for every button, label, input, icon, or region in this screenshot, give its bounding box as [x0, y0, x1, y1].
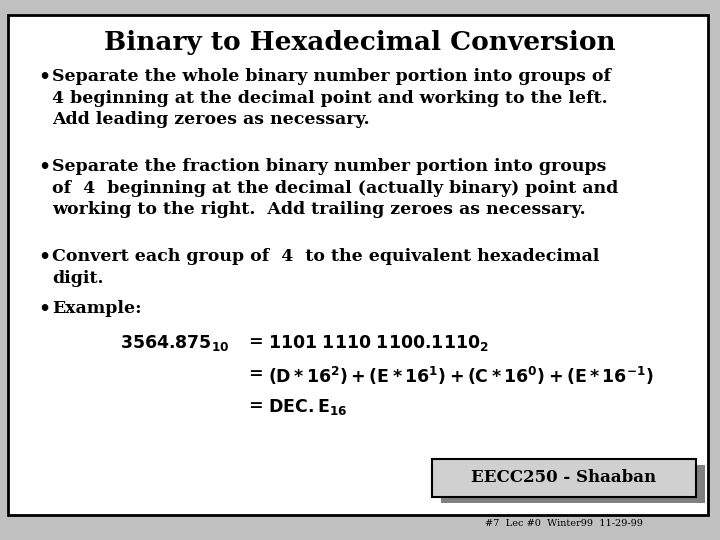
Text: •: • — [38, 158, 50, 176]
Text: EECC250 - Shaaban: EECC250 - Shaaban — [472, 469, 657, 487]
Text: $\mathbf{3564.875_{10}}$: $\mathbf{3564.875_{10}}$ — [120, 333, 230, 353]
Text: Separate the fraction binary number portion into groups
of  4  beginning at the : Separate the fraction binary number port… — [52, 158, 618, 218]
Text: =: = — [248, 397, 263, 414]
Text: #7  Lec #0  Winter99  11-29-99: #7 Lec #0 Winter99 11-29-99 — [485, 519, 643, 529]
Text: =: = — [248, 333, 263, 350]
Bar — [432, 459, 696, 497]
Bar — [441, 465, 705, 503]
Text: Binary to Hexadecimal Conversion: Binary to Hexadecimal Conversion — [104, 30, 616, 55]
Text: $\mathbf{DEC.E_{16}}$: $\mathbf{DEC.E_{16}}$ — [268, 397, 347, 417]
Text: Example:: Example: — [52, 300, 142, 317]
Text: Separate the whole binary number portion into groups of
4 beginning at the decim: Separate the whole binary number portion… — [52, 68, 611, 128]
Text: •: • — [38, 68, 50, 86]
Text: Convert each group of  4  to the equivalent hexadecimal
digit.: Convert each group of 4 to the equivalen… — [52, 248, 599, 287]
Text: •: • — [38, 248, 50, 266]
Text: =: = — [248, 365, 263, 382]
Text: $\mathbf{(D * 16^2) + (E*16^1) + (C*16^0)+(E*16^{-1})}$: $\mathbf{(D * 16^2) + (E*16^1) + (C*16^0… — [268, 365, 654, 387]
Text: •: • — [38, 300, 50, 318]
Text: $\mathbf{1101\ 1110\ 1100.1110_2}$: $\mathbf{1101\ 1110\ 1100.1110_2}$ — [268, 333, 489, 353]
